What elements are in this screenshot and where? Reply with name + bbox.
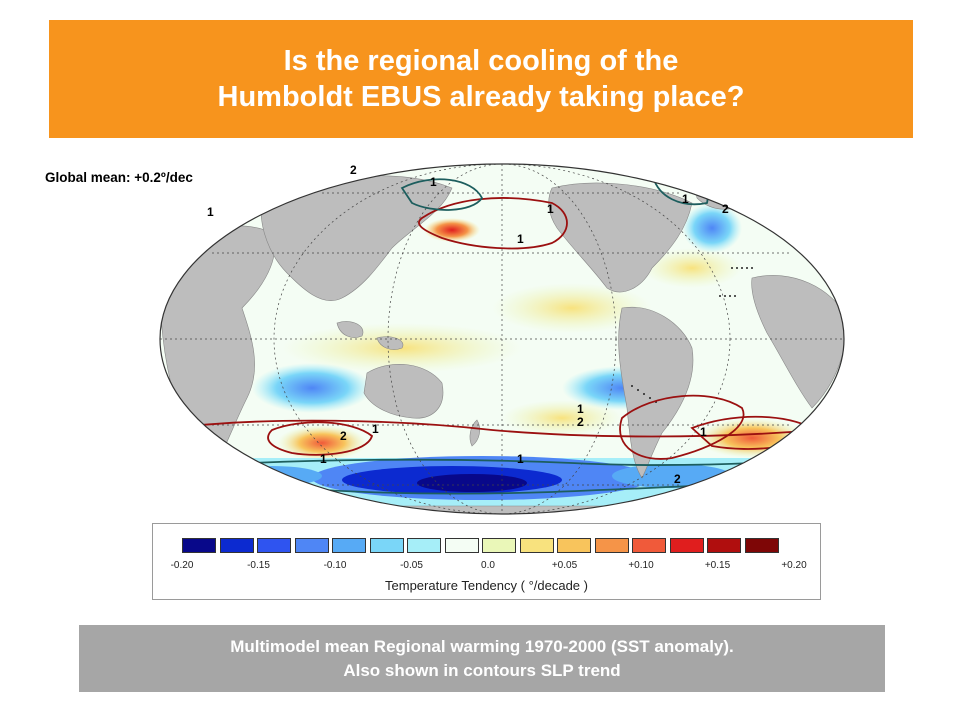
colorbar-tick-label: -0.05 bbox=[400, 560, 423, 571]
colorbar-tick-label: +0.20 bbox=[781, 560, 807, 571]
colorbar-swatch bbox=[669, 538, 704, 553]
colorbar-tick-label: -0.20 bbox=[170, 560, 194, 571]
contour-label: 1 bbox=[682, 192, 689, 206]
colorbar-swatch bbox=[557, 538, 591, 553]
colorbar-swatch bbox=[632, 538, 666, 553]
colorbar-swatch bbox=[519, 538, 554, 553]
title-banner: Is the regional cooling of the Humboldt … bbox=[49, 20, 913, 138]
caption-line-2: Also shown in contours SLP trend bbox=[343, 660, 621, 680]
contour-label: 1 bbox=[517, 232, 524, 246]
colorbar-tick-label: 0.0 bbox=[481, 560, 495, 571]
colorbar-swatch bbox=[369, 538, 404, 553]
contour-label: 1 bbox=[430, 175, 437, 189]
colorbar-swatch bbox=[482, 538, 516, 553]
contour-label: 2 bbox=[722, 202, 729, 216]
contour-label: 1 bbox=[372, 422, 379, 436]
contour-label: 1 bbox=[547, 202, 554, 216]
colorbar-tick-label: +0.15 bbox=[704, 560, 731, 571]
contour-label: 2 bbox=[674, 472, 681, 486]
contour-label: 1 bbox=[700, 425, 707, 439]
sst-trend-map: 1 2 1 1 1 1 2 2 1 1 1 2 1 1 2 bbox=[159, 163, 845, 515]
colorbar-tick-label: +0.05 bbox=[551, 560, 578, 571]
colorbar-swatch bbox=[257, 538, 291, 553]
colorbar-label: Temperature Tendency ( °/decade ) bbox=[385, 578, 588, 593]
title-line-2: Humboldt EBUS already taking place? bbox=[217, 81, 745, 113]
colorbar-swatch bbox=[407, 538, 441, 553]
colorbar-swatch bbox=[707, 538, 741, 553]
contour-label: 1 bbox=[577, 402, 584, 416]
title-line-1: Is the regional cooling of the bbox=[283, 45, 679, 77]
colorbar-swatch bbox=[444, 538, 479, 553]
global-mean-label: Global mean: +0.2º/dec bbox=[45, 170, 193, 185]
contour-label: 1 bbox=[517, 452, 524, 466]
colorbar-swatch bbox=[219, 538, 254, 553]
colorbar-swatch bbox=[294, 538, 329, 553]
contour-label: 1 bbox=[207, 205, 214, 219]
colorbar-tick-label: -0.15 bbox=[247, 560, 270, 571]
contour-label: 2 bbox=[350, 163, 357, 177]
colorbar: -0.20 -0.15 -0.10 -0.05 0.0 +0.05 +0.10 +0.15 +0… bbox=[152, 523, 821, 600]
contour-label: 2 bbox=[340, 429, 347, 443]
caption-line-1: Multimodel mean Regional warming 1970-20… bbox=[230, 636, 734, 656]
colorbar-tick-label: +0.10 bbox=[628, 560, 654, 571]
colorbar-swatches bbox=[182, 538, 782, 555]
colorbar-tick-label: -0.10 bbox=[323, 560, 347, 571]
contour-label: 1 bbox=[320, 452, 327, 466]
colorbar-swatch bbox=[594, 538, 629, 553]
colorbar-swatch bbox=[744, 538, 779, 553]
contour-label: 2 bbox=[577, 415, 584, 429]
colorbar-swatch bbox=[182, 538, 216, 553]
colorbar-swatch bbox=[332, 538, 366, 553]
caption-banner: Multimodel mean Regional warming 1970-20… bbox=[79, 625, 885, 692]
